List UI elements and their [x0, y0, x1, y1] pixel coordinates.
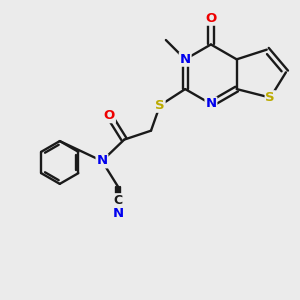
- Text: O: O: [104, 109, 115, 122]
- Text: C: C: [114, 194, 123, 207]
- Text: N: N: [206, 98, 217, 110]
- Text: S: S: [266, 91, 275, 104]
- Text: S: S: [155, 99, 165, 112]
- Text: N: N: [96, 154, 107, 167]
- Text: N: N: [113, 207, 124, 220]
- Text: O: O: [205, 12, 217, 25]
- Text: N: N: [180, 53, 191, 66]
